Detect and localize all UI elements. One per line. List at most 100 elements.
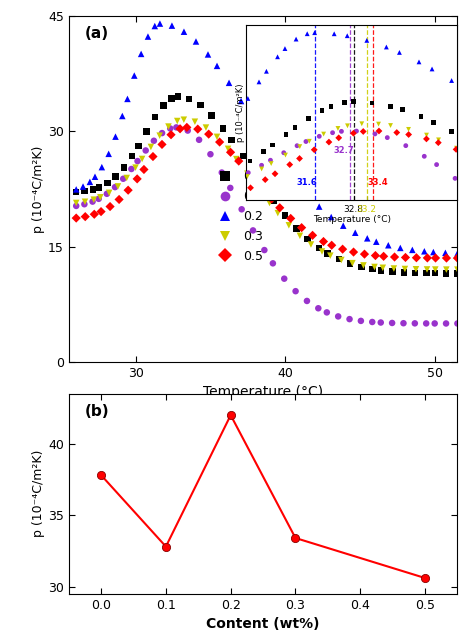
Point [454, 318, 461, 328]
Point [111, 182, 119, 192]
Point [268, 194, 275, 204]
Point [185, 94, 193, 104]
Point [227, 183, 234, 193]
Point [363, 36, 371, 46]
Point [97, 206, 105, 217]
Point [348, 258, 356, 268]
Point [245, 168, 252, 178]
Point [205, 129, 212, 139]
Point [255, 184, 262, 194]
Point [429, 117, 437, 128]
Point [401, 252, 409, 262]
Point [387, 102, 394, 112]
Point [431, 264, 439, 274]
Point [350, 128, 357, 138]
Y-axis label: p (10⁻⁴C/m²K): p (10⁻⁴C/m²K) [236, 83, 245, 142]
X-axis label: Temperature (°C): Temperature (°C) [203, 385, 323, 399]
Point [282, 211, 289, 221]
Point [225, 77, 233, 88]
Point [303, 296, 311, 306]
Point [405, 130, 412, 140]
Point [106, 201, 114, 211]
Point [357, 262, 365, 272]
Point [413, 253, 420, 263]
Point [353, 126, 360, 136]
Point [454, 265, 461, 275]
Point [173, 123, 180, 133]
Point [334, 123, 342, 133]
Point [375, 119, 383, 129]
Point [327, 251, 334, 261]
Point [105, 149, 112, 159]
Point [315, 243, 323, 253]
Point [442, 248, 449, 258]
Point [156, 18, 164, 29]
Point [377, 265, 385, 276]
Point [219, 123, 227, 133]
Point [429, 247, 437, 257]
Point [383, 42, 390, 52]
Point [89, 196, 96, 206]
Point [411, 268, 419, 278]
Point [164, 121, 172, 131]
Point [216, 137, 223, 147]
Point [208, 110, 216, 121]
Point [86, 177, 94, 187]
Point [359, 126, 367, 137]
Point [249, 115, 257, 125]
Point [176, 124, 184, 134]
Point [328, 240, 336, 250]
Point [105, 188, 113, 198]
Point [323, 307, 331, 318]
Point [424, 253, 431, 263]
Point [97, 192, 104, 203]
Point [346, 258, 354, 269]
Point [391, 252, 398, 262]
Point [420, 246, 428, 257]
Point [292, 224, 300, 234]
Point [435, 135, 442, 145]
Point [73, 187, 80, 197]
Point [399, 105, 406, 115]
Point [306, 192, 314, 203]
Point [304, 234, 311, 244]
Point [346, 314, 353, 324]
Point [276, 203, 283, 213]
Point [296, 154, 303, 164]
Point [315, 201, 323, 211]
Point [435, 138, 442, 148]
Point [389, 267, 396, 277]
Point [271, 169, 279, 179]
Point [400, 318, 407, 328]
Point [79, 182, 87, 192]
Point [360, 260, 367, 271]
Point [337, 126, 345, 137]
Text: 33.4: 33.4 [368, 178, 388, 187]
Point [202, 123, 210, 133]
Point [417, 112, 425, 122]
Point [350, 247, 357, 257]
Point [135, 141, 142, 151]
Point [423, 134, 430, 144]
X-axis label: Content (wt%): Content (wt%) [206, 617, 320, 631]
Point [387, 121, 394, 131]
Point [103, 178, 111, 188]
Point [97, 470, 105, 480]
Point [180, 27, 188, 37]
Point [396, 48, 403, 58]
Point [133, 174, 141, 184]
Point [269, 140, 276, 150]
Point [167, 130, 175, 140]
Point [160, 100, 167, 110]
Point [305, 113, 312, 123]
Point [262, 175, 269, 185]
Point [335, 254, 343, 264]
Point [371, 129, 379, 139]
Point [285, 220, 292, 231]
Point [244, 169, 251, 179]
Point [258, 164, 265, 174]
Point [168, 20, 176, 30]
Point [344, 121, 351, 131]
Point [213, 132, 221, 142]
Point [82, 211, 89, 222]
